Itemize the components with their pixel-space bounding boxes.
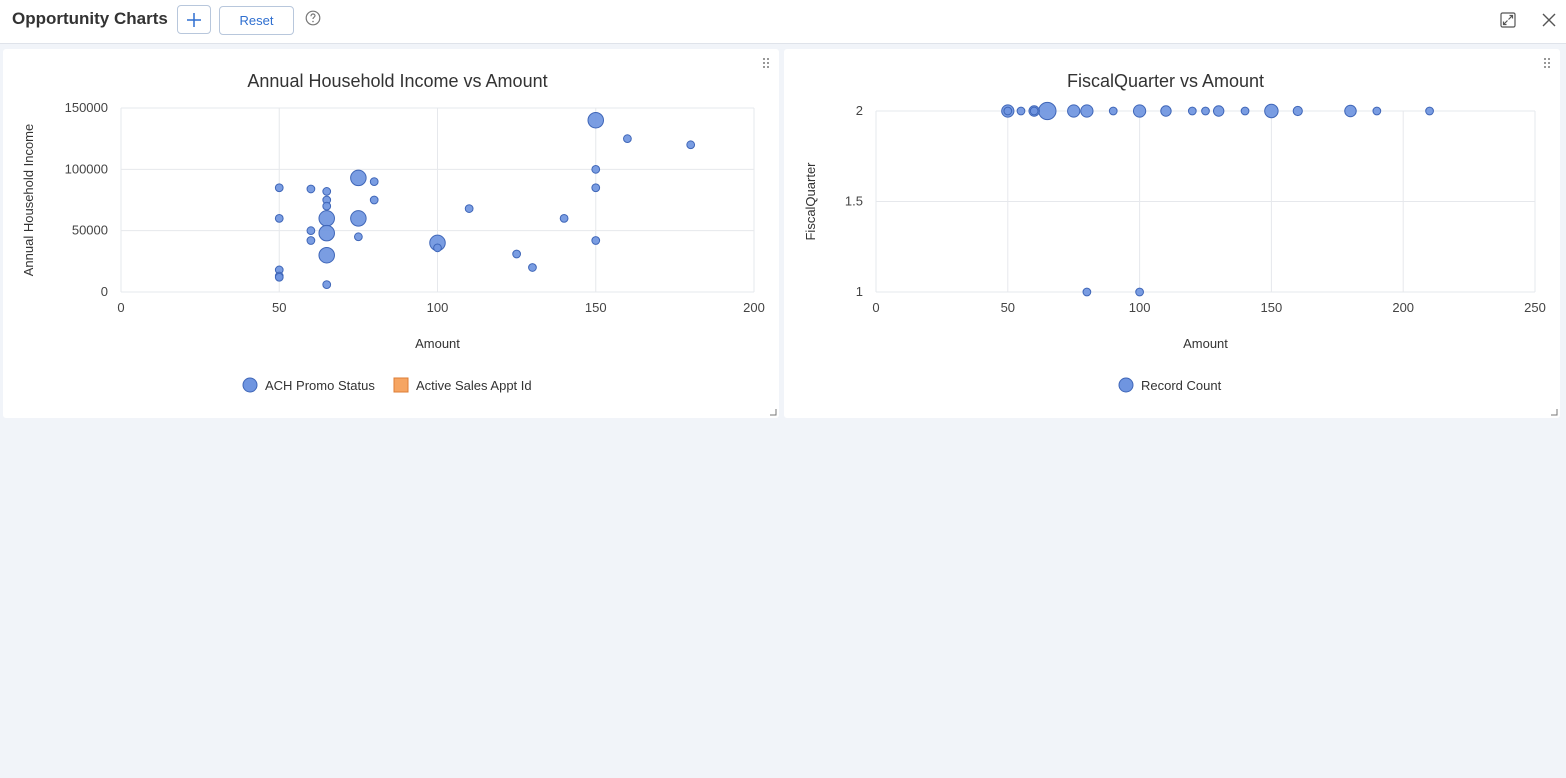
- x-tick-label: 250: [1524, 300, 1546, 315]
- data-point[interactable]: [1372, 106, 1382, 116]
- scatter-chart-fiscalquarter-vs-amount: FiscalQuarter vs Amount 0 50 100 150 200 250 1 1…: [803, 71, 1546, 393]
- data-point[interactable]: [587, 112, 605, 129]
- data-point[interactable]: [1264, 103, 1279, 119]
- expand-icon[interactable]: [1500, 12, 1516, 33]
- x-tick-label: 50: [272, 300, 286, 315]
- data-point[interactable]: [686, 140, 696, 150]
- add-chart-button[interactable]: [177, 5, 211, 34]
- data-point[interactable]: [274, 183, 284, 193]
- data-point[interactable]: [318, 210, 335, 227]
- legend-label[interactable]: Record Count: [1141, 378, 1222, 393]
- resize-handle-icon[interactable]: [769, 408, 777, 416]
- data-point[interactable]: [1003, 106, 1013, 116]
- data-point[interactable]: [623, 134, 632, 144]
- data-point[interactable]: [1292, 105, 1303, 117]
- data-point[interactable]: [1016, 106, 1026, 116]
- data-point[interactable]: [306, 236, 316, 245]
- close-icon[interactable]: [1542, 13, 1556, 32]
- data-point[interactable]: [1135, 287, 1144, 297]
- help-icon[interactable]: [305, 10, 321, 31]
- data-point[interactable]: [433, 243, 442, 253]
- data-point[interactable]: [559, 214, 569, 223]
- data-point[interactable]: [1108, 106, 1118, 116]
- data-point[interactable]: [322, 280, 332, 290]
- plus-icon: [187, 12, 201, 27]
- data-point[interactable]: [306, 226, 316, 236]
- y-tick-label: 0: [101, 284, 108, 299]
- legend-label[interactable]: ACH Promo Status: [265, 378, 375, 393]
- data-point[interactable]: [591, 183, 601, 193]
- y-axis-label: FiscalQuarter: [803, 162, 818, 241]
- data-point[interactable]: [464, 204, 474, 213]
- legend-marker-circle[interactable]: [242, 377, 258, 393]
- x-tick-label: 150: [585, 300, 607, 315]
- data-point[interactable]: [318, 246, 335, 264]
- data-point[interactable]: [350, 169, 367, 187]
- y-tick-label: 1: [856, 284, 863, 299]
- legend-label[interactable]: Active Sales Appt Id: [416, 378, 532, 393]
- data-point[interactable]: [1187, 106, 1197, 116]
- data-point[interactable]: [512, 249, 522, 259]
- x-axis-label: Amount: [1183, 336, 1228, 351]
- y-tick-label: 50000: [72, 223, 108, 238]
- data-point[interactable]: [1201, 106, 1210, 116]
- data-point[interactable]: [591, 164, 601, 174]
- data-point[interactable]: [1425, 106, 1434, 116]
- x-tick-label: 50: [1001, 300, 1015, 315]
- x-tick-label: 0: [872, 300, 879, 315]
- data-point[interactable]: [528, 263, 537, 272]
- data-point[interactable]: [274, 272, 284, 282]
- chart-panel-fiscalquarter-vs-amount: FiscalQuarter vs Amount 0 50 100 150 200 250 1 1…: [784, 49, 1560, 418]
- data-point[interactable]: [318, 224, 335, 242]
- data-point[interactable]: [306, 184, 316, 194]
- data-point[interactable]: [369, 195, 379, 205]
- data-point[interactable]: [1132, 104, 1147, 118]
- y-tick-label: 150000: [65, 100, 108, 115]
- data-point[interactable]: [369, 177, 379, 186]
- scatter-chart-income-vs-amount: Annual Household Income vs Amount 0 50 100 1…: [21, 71, 765, 393]
- data-point[interactable]: [1344, 104, 1357, 118]
- legend-marker-square[interactable]: [393, 377, 409, 393]
- y-axis-label: Annual Household Income: [21, 124, 36, 277]
- page-title: Opportunity Charts: [12, 9, 168, 28]
- x-tick-label: 200: [1392, 300, 1414, 315]
- y-tick-label: 2: [856, 103, 863, 118]
- x-tick-label: 200: [743, 300, 765, 315]
- chart-title: Annual Household Income vs Amount: [247, 71, 547, 91]
- x-tick-label: 0: [117, 300, 124, 315]
- data-point[interactable]: [1038, 101, 1057, 121]
- y-tick-label: 1.5: [845, 194, 863, 209]
- data-point[interactable]: [274, 214, 284, 223]
- data-point[interactable]: [322, 201, 332, 211]
- data-point[interactable]: [1160, 105, 1172, 117]
- drag-handle-icon[interactable]: [1543, 57, 1551, 69]
- data-point[interactable]: [322, 187, 332, 196]
- data-point[interactable]: [591, 236, 601, 245]
- x-axis-label: Amount: [415, 336, 460, 351]
- data-point[interactable]: [1029, 106, 1039, 116]
- x-tick-label: 150: [1261, 300, 1283, 315]
- data-point[interactable]: [353, 232, 363, 242]
- reset-button[interactable]: Reset: [219, 6, 294, 35]
- x-tick-label: 100: [1129, 300, 1151, 315]
- data-point[interactable]: [1240, 106, 1250, 116]
- chart-panel-income-vs-amount: Annual Household Income vs Amount 0 50 100 1…: [3, 49, 779, 418]
- header-bar: Opportunity Charts Reset: [0, 0, 1566, 44]
- data-point[interactable]: [1212, 105, 1225, 117]
- chart-title: FiscalQuarter vs Amount: [1067, 71, 1264, 91]
- y-tick-label: 100000: [65, 161, 108, 176]
- resize-handle-icon[interactable]: [1550, 408, 1558, 416]
- data-point[interactable]: [1082, 287, 1092, 297]
- legend-marker-circle[interactable]: [1118, 377, 1134, 393]
- data-point[interactable]: [350, 210, 367, 227]
- data-point[interactable]: [1067, 104, 1081, 118]
- data-point[interactable]: [1080, 104, 1094, 118]
- drag-handle-icon[interactable]: [762, 57, 770, 69]
- x-tick-label: 100: [427, 300, 449, 315]
